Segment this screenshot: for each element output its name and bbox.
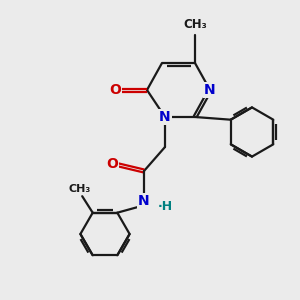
Text: O: O bbox=[110, 83, 122, 97]
Text: CH₃: CH₃ bbox=[68, 184, 90, 194]
Text: N: N bbox=[204, 83, 216, 97]
Text: O: O bbox=[106, 157, 119, 170]
Text: ·H: ·H bbox=[158, 200, 172, 214]
Text: N: N bbox=[138, 194, 149, 208]
Text: N: N bbox=[159, 110, 171, 124]
Text: CH₃: CH₃ bbox=[183, 17, 207, 31]
